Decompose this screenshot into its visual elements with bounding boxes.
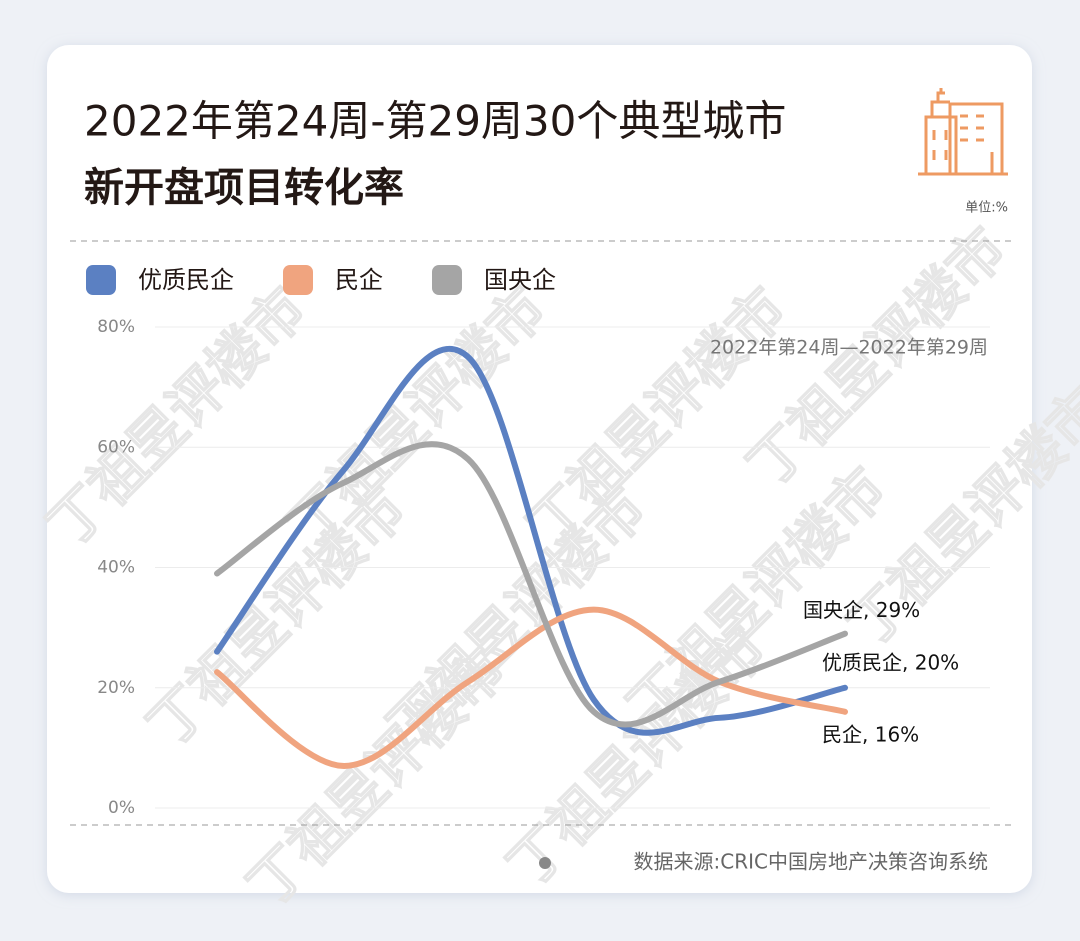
period: 2022年第24周—2022年第29周 (710, 337, 988, 359)
source: 数据来源:CRIC中国房地产决策咨询系统 (634, 850, 988, 874)
legend-swatch (432, 265, 462, 295)
unit: 单位:% (965, 201, 1008, 216)
building-icon (918, 88, 1008, 176)
source-dot (539, 857, 551, 869)
legend-swatch (86, 265, 116, 295)
y-tick-label: 60% (97, 437, 135, 457)
y-tick-label: 20% (97, 678, 135, 698)
chart-subtitle: 新开盘项目转化率 (84, 165, 404, 211)
line (214, 441, 848, 728)
legend-label: 优质民企 (138, 266, 234, 294)
y-tick-label: 0% (108, 798, 135, 818)
legend-swatch (283, 265, 313, 295)
data-label: 优质民企, 20% (822, 650, 959, 674)
data-label: 国央企, 29% (803, 598, 920, 622)
y-tick-label: 40% (97, 558, 135, 578)
data-label: 民企, 16% (822, 722, 919, 746)
chart-title: 2022年第24周-第29周30个典型城市 (84, 97, 786, 146)
card (47, 45, 1032, 893)
legend-label: 国央企 (484, 266, 556, 294)
y-tick-label: 80% (97, 317, 135, 337)
line (214, 606, 848, 769)
legend-label: 民企 (335, 266, 383, 294)
